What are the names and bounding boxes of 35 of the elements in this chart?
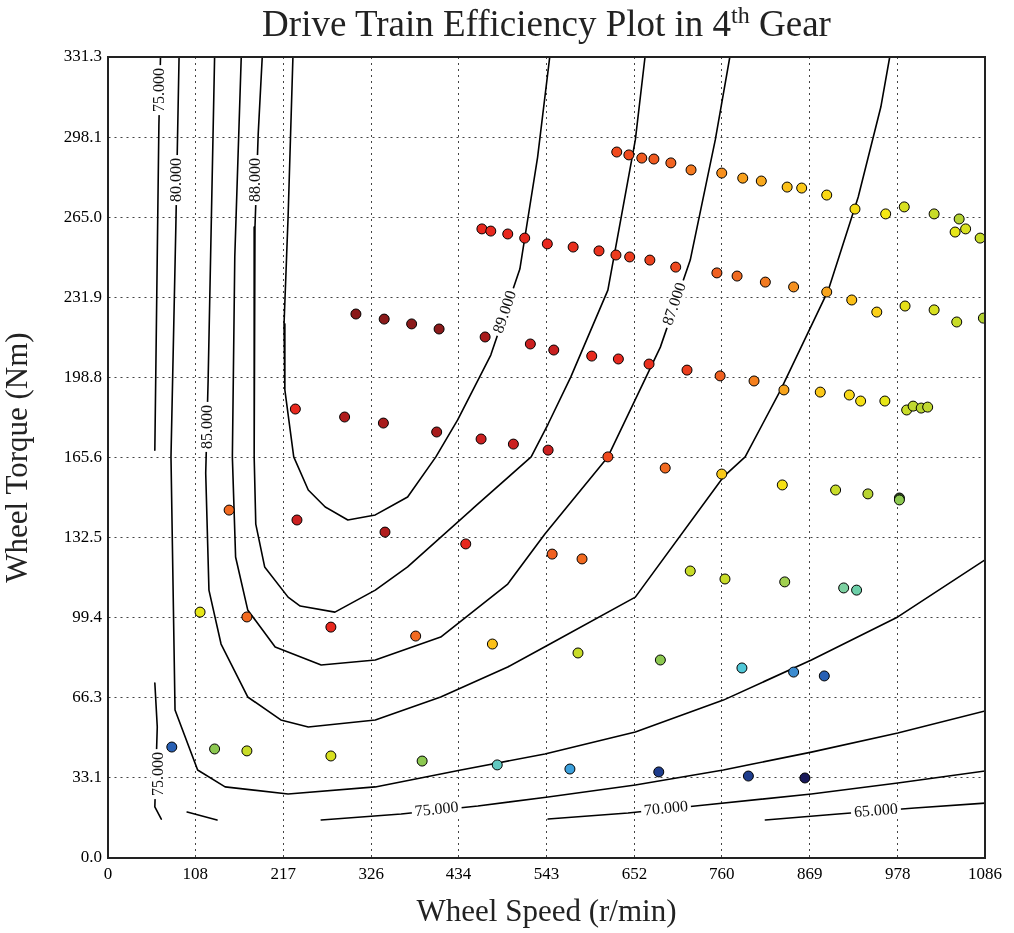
- y-tick-label: 265.0: [63, 206, 102, 226]
- y-axis-title: Wheel Torque (Nm): [0, 332, 34, 583]
- annotation: 65.000: [853, 799, 899, 820]
- annotation: 88.000: [245, 158, 263, 203]
- y-tick-label: 99.4: [72, 607, 103, 627]
- y-tick-label: 331.3: [63, 46, 102, 66]
- annotation: 85.000: [197, 404, 215, 449]
- annotation: 75.000: [149, 68, 167, 113]
- x-tick-label: 543: [533, 863, 560, 883]
- annotation: 75.000: [149, 752, 167, 797]
- x-axis-title: Wheel Speed (r/min): [416, 892, 677, 928]
- x-tick-label: 869: [797, 863, 823, 883]
- x-tick-label: 0: [103, 863, 113, 883]
- y-tick-label: 298.1: [63, 126, 102, 146]
- chart-title: Drive Train Efficiency Plot in 4$^{th}$ Gear: [261, 2, 832, 46]
- y-tick-label: 165.6: [63, 447, 102, 467]
- x-tick-label: 326: [358, 863, 385, 883]
- annotation: 70.000: [643, 796, 689, 819]
- x-tick-label: 978: [885, 863, 911, 883]
- x-tick-label: 652: [621, 863, 648, 883]
- annotation: 80.000: [166, 158, 184, 203]
- y-tick-label: 0.0: [80, 847, 102, 867]
- x-tick-label: 760: [708, 863, 735, 883]
- y-tick-label: 33.1: [72, 767, 102, 787]
- y-tick-label: 66.3: [72, 687, 102, 707]
- y-tick-label: 198.8: [63, 366, 102, 386]
- x-tick-label: 108: [182, 863, 208, 883]
- x-tick-label: 434: [445, 863, 472, 883]
- annotation: 89.000: [488, 288, 520, 336]
- y-tick-label: 132.5: [63, 527, 102, 547]
- x-tick-label: 217: [270, 863, 297, 883]
- annotation: 75.000: [413, 797, 460, 820]
- y-tick-label: 231.9: [63, 286, 102, 306]
- x-tick-label: 1086: [968, 863, 1002, 883]
- annotation: 87.000: [658, 280, 689, 328]
